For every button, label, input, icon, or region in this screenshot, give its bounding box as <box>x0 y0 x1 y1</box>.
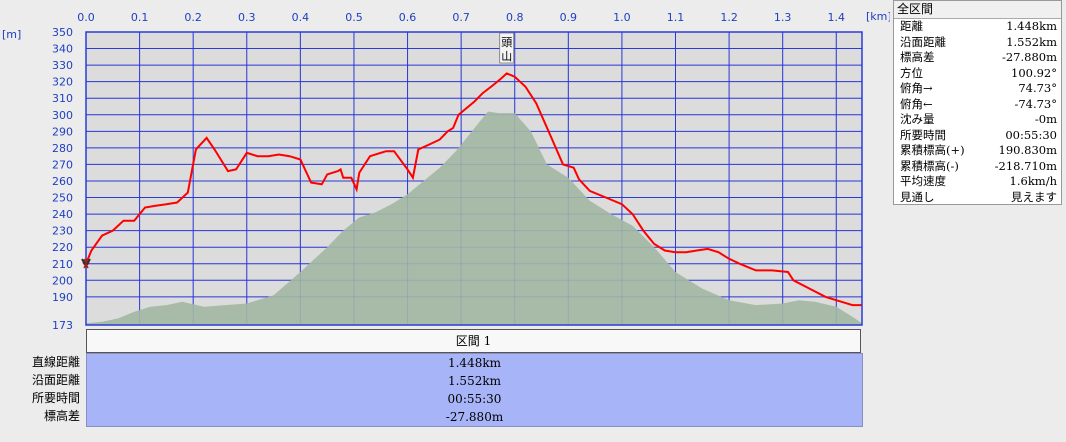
value-surface-distance: 1.552km <box>447 374 501 388</box>
summary-row: 方位 100.92° <box>894 66 1061 82</box>
start-marker-icon <box>81 258 91 269</box>
label-surface-distance: 沿面距離 <box>31 373 80 387</box>
summary-row-value: 00:55:30 <box>1005 127 1057 142</box>
y-tick-label: 220 <box>52 241 73 254</box>
y-tick-label: 240 <box>52 208 73 221</box>
peak-label-box <box>499 32 515 64</box>
y-tick-label: 350 <box>52 26 73 39</box>
summary-row-value: 190.830m <box>998 143 1057 157</box>
x-tick-label: 0.9 <box>560 11 578 24</box>
summary-title: 全区間 <box>894 1 1061 19</box>
grid-lines-overlay <box>85 31 862 325</box>
summary-row-label: 沈み量 <box>900 112 935 126</box>
summary-row-value: 1.6km/h <box>1009 174 1057 188</box>
summary-row-value: -27.880m <box>1001 50 1057 64</box>
summary-row: 所要時間 00:55:30 <box>894 128 1061 144</box>
summary-row-value: -0m <box>1034 112 1057 126</box>
summary-panel: 全区間 距離 1.448km 沿面距離 1.552km 標高差 -27.880m 方位 100… <box>893 0 1062 205</box>
y-tick-label: 280 <box>52 142 73 155</box>
label-elevation-difference: 標高差 <box>43 409 80 423</box>
x-tick-label: 0.5 <box>345 11 363 24</box>
summary-row: 距離 1.448km <box>894 19 1061 35</box>
summary-row-value: 100.92° <box>1011 65 1057 80</box>
y-tick-label: 330 <box>52 59 73 72</box>
peak-label-char: 頭 <box>501 36 512 49</box>
peak-label-char: 山 <box>501 50 512 63</box>
y-tick-label: 340 <box>52 43 73 56</box>
summary-rows: 距離 1.448km 沿面距離 1.552km 標高差 -27.880m 方位 100.92°… <box>894 19 1061 205</box>
summary-row-label: 距離 <box>900 19 923 33</box>
x-axis-unit: [km] <box>866 10 890 23</box>
x-tick-label: 0.4 <box>292 11 310 24</box>
x-tick-label: 1.1 <box>667 11 685 24</box>
plot-border <box>85 31 863 326</box>
y-axis-unit: [m] <box>2 28 21 41</box>
x-tick-label: 1.2 <box>720 11 738 24</box>
y-tick-label: 190 <box>52 291 73 304</box>
summary-row: 累積標高(+) 190.830m <box>894 143 1061 159</box>
section-header[interactable]: 区間 1 <box>86 329 861 353</box>
value-elevation-difference: -27.880m <box>445 410 504 424</box>
summary-row-label: 沿面距離 <box>900 34 946 49</box>
summary-row-value: 見えます <box>1011 189 1057 204</box>
x-tick-label: 0.0 <box>77 11 95 24</box>
summary-row: 沈み量 -0m <box>894 112 1061 128</box>
summary-row-label: 見通し <box>900 189 935 204</box>
summary-row: 平均速度 1.6km/h <box>894 174 1061 190</box>
x-tick-label: 1.3 <box>774 11 792 24</box>
summary-row-label: 俯角→ <box>900 81 933 95</box>
section-values-panel: 1.448km 1.552km 00:55:30 -27.880m <box>86 353 863 427</box>
label-travel-time: 所要時間 <box>31 391 80 405</box>
y-tick-label: 290 <box>52 125 73 138</box>
summary-row: 累積標高(-) -218.710m <box>894 159 1061 175</box>
y-tick-label: 270 <box>52 158 73 171</box>
x-tick-label: 0.2 <box>184 11 202 24</box>
summary-row-label: 累積標高(+) <box>900 143 965 157</box>
summary-row-value: 74.73° <box>1018 81 1057 95</box>
summary-row: 標高差 -27.880m <box>894 50 1061 66</box>
y-tick-label: 230 <box>52 225 73 238</box>
x-tick-label: 0.3 <box>238 11 256 24</box>
summary-row-label: 平均速度 <box>900 174 946 188</box>
value-straight-distance: 1.448km <box>447 356 501 370</box>
summary-row-label: 方位 <box>900 65 923 80</box>
label-straight-distance: 直線距離 <box>31 355 80 369</box>
value-travel-time: 00:55:30 <box>447 392 502 406</box>
y-tick-label: 320 <box>52 76 73 89</box>
summary-row-label: 俯角← <box>900 96 933 111</box>
y-tick-label: 300 <box>52 109 73 122</box>
summary-row-value: 1.448km <box>1006 19 1057 33</box>
route-elevation-line <box>85 72 862 307</box>
summary-row-value: -218.710m <box>994 158 1057 173</box>
y-tick-label: 310 <box>52 92 73 105</box>
x-tick-label: 0.6 <box>399 11 417 24</box>
elevation-profile-chart: 0.0 0.1 0.2 0.3 0.4 0.5 0.6 0.7 0.8 0.9 1.0 1.1 1.2 1… <box>2 10 890 330</box>
x-tick-label: 1.4 <box>828 11 846 24</box>
x-axis-ticks: 0.0 0.1 0.2 0.3 0.4 0.5 0.6 0.7 0.8 0.9 1.0 1.1 1.2 1… <box>77 11 845 24</box>
summary-row-label: 所要時間 <box>900 127 946 142</box>
y-axis-ticks: 190 200 210 220 230 240 250 260 270 280 290 300 310 3… <box>52 26 73 330</box>
summary-row: 俯角← -74.73° <box>894 97 1061 113</box>
y-tick-label: 250 <box>52 192 73 205</box>
x-tick-label: 0.7 <box>452 11 470 24</box>
y-tick-label: 210 <box>52 258 73 271</box>
summary-row-label: 標高差 <box>900 50 935 64</box>
summary-row: 俯角→ 74.73° <box>894 81 1061 97</box>
x-tick-label: 1.0 <box>613 11 631 24</box>
terrain-area <box>86 111 862 325</box>
section-row-labels: 直線距離 沿面距離 所要時間 標高差 <box>0 353 80 425</box>
y-tick-label: 260 <box>52 175 73 188</box>
summary-row-label: 累積標高(-) <box>900 158 959 173</box>
summary-row-value: -74.73° <box>1014 96 1057 111</box>
x-tick-label: 0.1 <box>131 11 149 24</box>
summary-row-value: 1.552km <box>1006 34 1057 49</box>
y-tick-label-min: 173 <box>52 319 73 330</box>
summary-row: 見通し 見えます <box>894 190 1061 206</box>
summary-row: 沿面距離 1.552km <box>894 35 1061 51</box>
peak-annotation: 頭山 <box>499 32 515 64</box>
x-tick-label: 0.8 <box>506 11 524 24</box>
y-tick-label: 200 <box>52 274 73 287</box>
